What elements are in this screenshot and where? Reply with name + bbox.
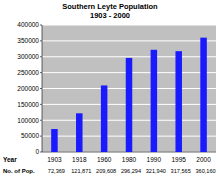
x-tick-label: 1980: [122, 156, 137, 163]
x-tick-label: 1990: [147, 156, 162, 163]
bar: [200, 38, 207, 152]
x-tick-label: 1960: [97, 156, 112, 163]
chart-svg: Southern Leyte Population1903 - 2000 0 500…: [0, 0, 220, 179]
data-label: 321,940: [146, 168, 166, 174]
bars: [51, 38, 207, 152]
bar: [51, 129, 58, 152]
data-label: 72,369: [48, 168, 65, 174]
x-tick-label: 1903: [47, 156, 62, 163]
y-tick-label: 150000: [17, 101, 39, 108]
y-tick-label: 200000: [17, 85, 39, 92]
y-tick-label: 100000: [17, 117, 39, 124]
y-tick-label: 350000: [17, 37, 39, 44]
y-axis: [42, 25, 43, 152]
data-label: 296,294: [121, 168, 141, 174]
x-tick-label: 2000: [196, 156, 211, 163]
y-tick-label: 250000: [17, 69, 39, 76]
y-tick-label: 400000: [17, 21, 39, 28]
bar: [101, 85, 108, 152]
grid-line: [42, 56, 216, 57]
title: Southern Leyte Population: [62, 2, 158, 11]
data-label: 360,160: [195, 168, 215, 174]
y-tick-label: 0: [35, 148, 39, 155]
x-label: Year: [3, 156, 17, 163]
data-label: 317,565: [171, 168, 191, 174]
grid-line: [42, 40, 216, 41]
x-tick-label: 1918: [72, 156, 87, 163]
bar: [126, 58, 133, 152]
value-labels-title: No. of Pop.: [3, 168, 35, 174]
subtitle: 1903 - 2000: [90, 11, 130, 20]
data-label: 121,871: [71, 168, 91, 174]
y-tick-label: 300000: [17, 53, 39, 60]
y-tick-label: 50000: [21, 132, 39, 139]
chart-root: Southern Leyte Population1903 - 2000 0 500…: [0, 0, 220, 179]
data-label: 209,608: [96, 168, 116, 174]
bar: [175, 51, 182, 152]
bar: [76, 113, 83, 152]
x-tick-label: 1995: [171, 156, 186, 163]
bar: [151, 50, 158, 152]
grid-line: [42, 25, 216, 26]
plot-background: [42, 25, 216, 152]
